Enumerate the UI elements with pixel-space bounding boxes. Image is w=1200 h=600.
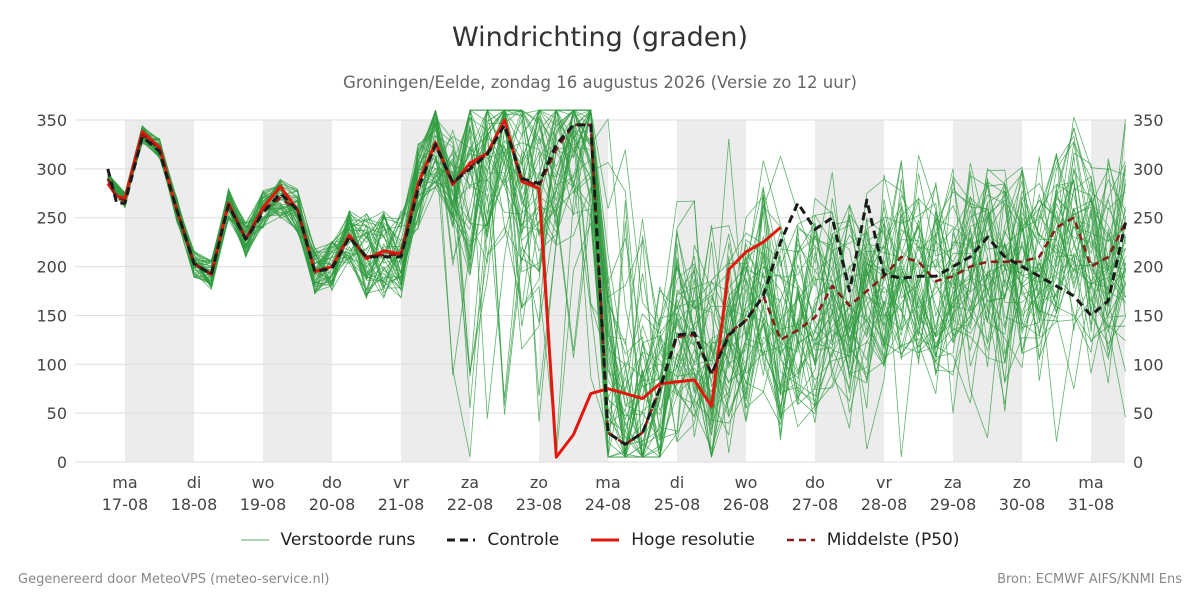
chart-title: Windrichting (graden) bbox=[451, 22, 749, 53]
ensemble-member-line bbox=[107, 110, 1126, 446]
legend-black-dashed-line-icon bbox=[447, 538, 476, 542]
x-tick-date-label: 23-08 bbox=[516, 495, 563, 514]
x-tick-day-label: wo bbox=[735, 473, 758, 492]
legend-label: Verstoorde runs bbox=[280, 530, 416, 550]
legend-item-control: Controle bbox=[447, 530, 559, 550]
x-tick-date-label: 31-08 bbox=[1068, 495, 1115, 514]
x-tick-date-label: 30-08 bbox=[999, 495, 1046, 514]
shaded-day-band bbox=[125, 120, 194, 462]
x-tick-date-label: 22-08 bbox=[447, 495, 494, 514]
y-tick-label-right: 50 bbox=[1133, 404, 1153, 423]
x-tick-date-label: 20-08 bbox=[309, 495, 356, 514]
y-tick-label-left: 50 bbox=[47, 404, 67, 423]
legend-item-median: Middelste (P50) bbox=[786, 530, 960, 550]
y-axis-left: 0 50 100 150 200 250 300 350 bbox=[36, 111, 67, 472]
x-tick-day-label: ma bbox=[112, 473, 137, 492]
x-tick-day-label: vr bbox=[876, 473, 892, 492]
legend-red-solid-line-icon bbox=[591, 538, 620, 542]
chart-legend: Verstoorde runs Controle Hoge resolutie … bbox=[0, 530, 1200, 550]
x-tick-date-label: 26-08 bbox=[723, 495, 770, 514]
wind-direction-chart: 0 50 100 150 200 250 300 350 0 50 100 150 200 250 300… bbox=[36, 108, 1164, 514]
main-series-lines bbox=[106, 118, 1127, 459]
x-tick-day-label: di bbox=[670, 473, 685, 492]
x-tick-date-label: 24-08 bbox=[585, 495, 632, 514]
x-tick-date-label: 18-08 bbox=[171, 495, 218, 514]
ensemble-member-line bbox=[107, 110, 1126, 450]
y-tick-label-right: 150 bbox=[1133, 306, 1164, 325]
shaded-day-band bbox=[263, 120, 332, 462]
y-tick-label-left: 0 bbox=[57, 453, 67, 472]
x-tick-day-label: wo bbox=[252, 473, 275, 492]
y-tick-label-right: 100 bbox=[1133, 355, 1164, 374]
median-p50-line bbox=[106, 123, 1127, 446]
x-tick-date-label: 27-08 bbox=[792, 495, 839, 514]
ensemble-member-line bbox=[107, 108, 1126, 458]
x-tick-day-label: ma bbox=[1078, 473, 1103, 492]
ensemble-member-line bbox=[107, 109, 1126, 458]
ensemble-member-line bbox=[107, 109, 1126, 443]
y-tick-label-right: 0 bbox=[1133, 453, 1143, 472]
x-tick-day-label: di bbox=[187, 473, 202, 492]
x-tick-day-label: do bbox=[322, 473, 342, 492]
x-tick-day-label: zo bbox=[1013, 473, 1031, 492]
legend-label: Hoge resolutie bbox=[631, 530, 755, 550]
y-axis-right: 0 50 100 150 200 250 300 350 bbox=[1133, 111, 1164, 472]
legend-thin-green-line-icon bbox=[240, 539, 269, 541]
x-tick-date-label: 17-08 bbox=[102, 495, 149, 514]
x-tick-day-label: ma bbox=[595, 473, 620, 492]
ensemble-member-line bbox=[107, 108, 1126, 458]
y-tick-label-right: 350 bbox=[1133, 111, 1164, 130]
ensemble-member-line bbox=[107, 116, 1126, 458]
legend-item-ensemble: Verstoorde runs bbox=[240, 530, 416, 550]
legend-label: Controle bbox=[487, 530, 560, 550]
x-tick-day-label: za bbox=[944, 473, 962, 492]
y-tick-label-left: 150 bbox=[36, 306, 67, 325]
shaded-day-band bbox=[1091, 120, 1125, 462]
legend-darkred-dashed-line-icon bbox=[786, 538, 815, 542]
ensemble-member-line bbox=[107, 108, 1126, 458]
y-tick-label-right: 250 bbox=[1133, 209, 1164, 228]
ensemble-member-line bbox=[107, 122, 1126, 458]
footer-generated-by: Gegenereerd door MeteoVPS (meteo-service… bbox=[18, 572, 330, 587]
x-tick-date-label: 29-08 bbox=[930, 495, 977, 514]
ensemble-member-line bbox=[107, 109, 1126, 458]
legend-item-high-res: Hoge resolutie bbox=[591, 530, 755, 550]
x-tick-day-label: do bbox=[805, 473, 825, 492]
y-tick-label-left: 350 bbox=[36, 111, 67, 130]
x-tick-day-label: za bbox=[461, 473, 479, 492]
y-tick-label-left: 100 bbox=[36, 355, 67, 374]
x-tick-date-label: 28-08 bbox=[861, 495, 908, 514]
x-tick-date-label: 21-08 bbox=[378, 495, 425, 514]
x-tick-date-label: 25-08 bbox=[654, 495, 701, 514]
chart-subtitle: Groningen/Eelde, zondag 16 augustus 2026… bbox=[343, 73, 857, 92]
y-tick-label-left: 250 bbox=[36, 209, 67, 228]
y-tick-label-left: 300 bbox=[36, 160, 67, 179]
legend-label: Middelste (P50) bbox=[826, 530, 960, 550]
x-tick-day-label: vr bbox=[393, 473, 409, 492]
y-tick-label-right: 300 bbox=[1133, 160, 1164, 179]
ensemble-member-line bbox=[107, 141, 1126, 439]
y-tick-label-left: 200 bbox=[36, 258, 67, 277]
x-tick-date-label: 19-08 bbox=[240, 495, 287, 514]
footer-source: Bron: ECMWF AIFS/KNMI Ens bbox=[997, 572, 1182, 587]
x-tick-day-label: zo bbox=[530, 473, 548, 492]
ensemble-member-line bbox=[107, 110, 1126, 458]
x-axis: ma 17-08 di 18-08 wo 19-08 do 20-08 vr 21-08 za 22-… bbox=[102, 473, 1115, 514]
y-tick-label-right: 200 bbox=[1133, 258, 1164, 277]
